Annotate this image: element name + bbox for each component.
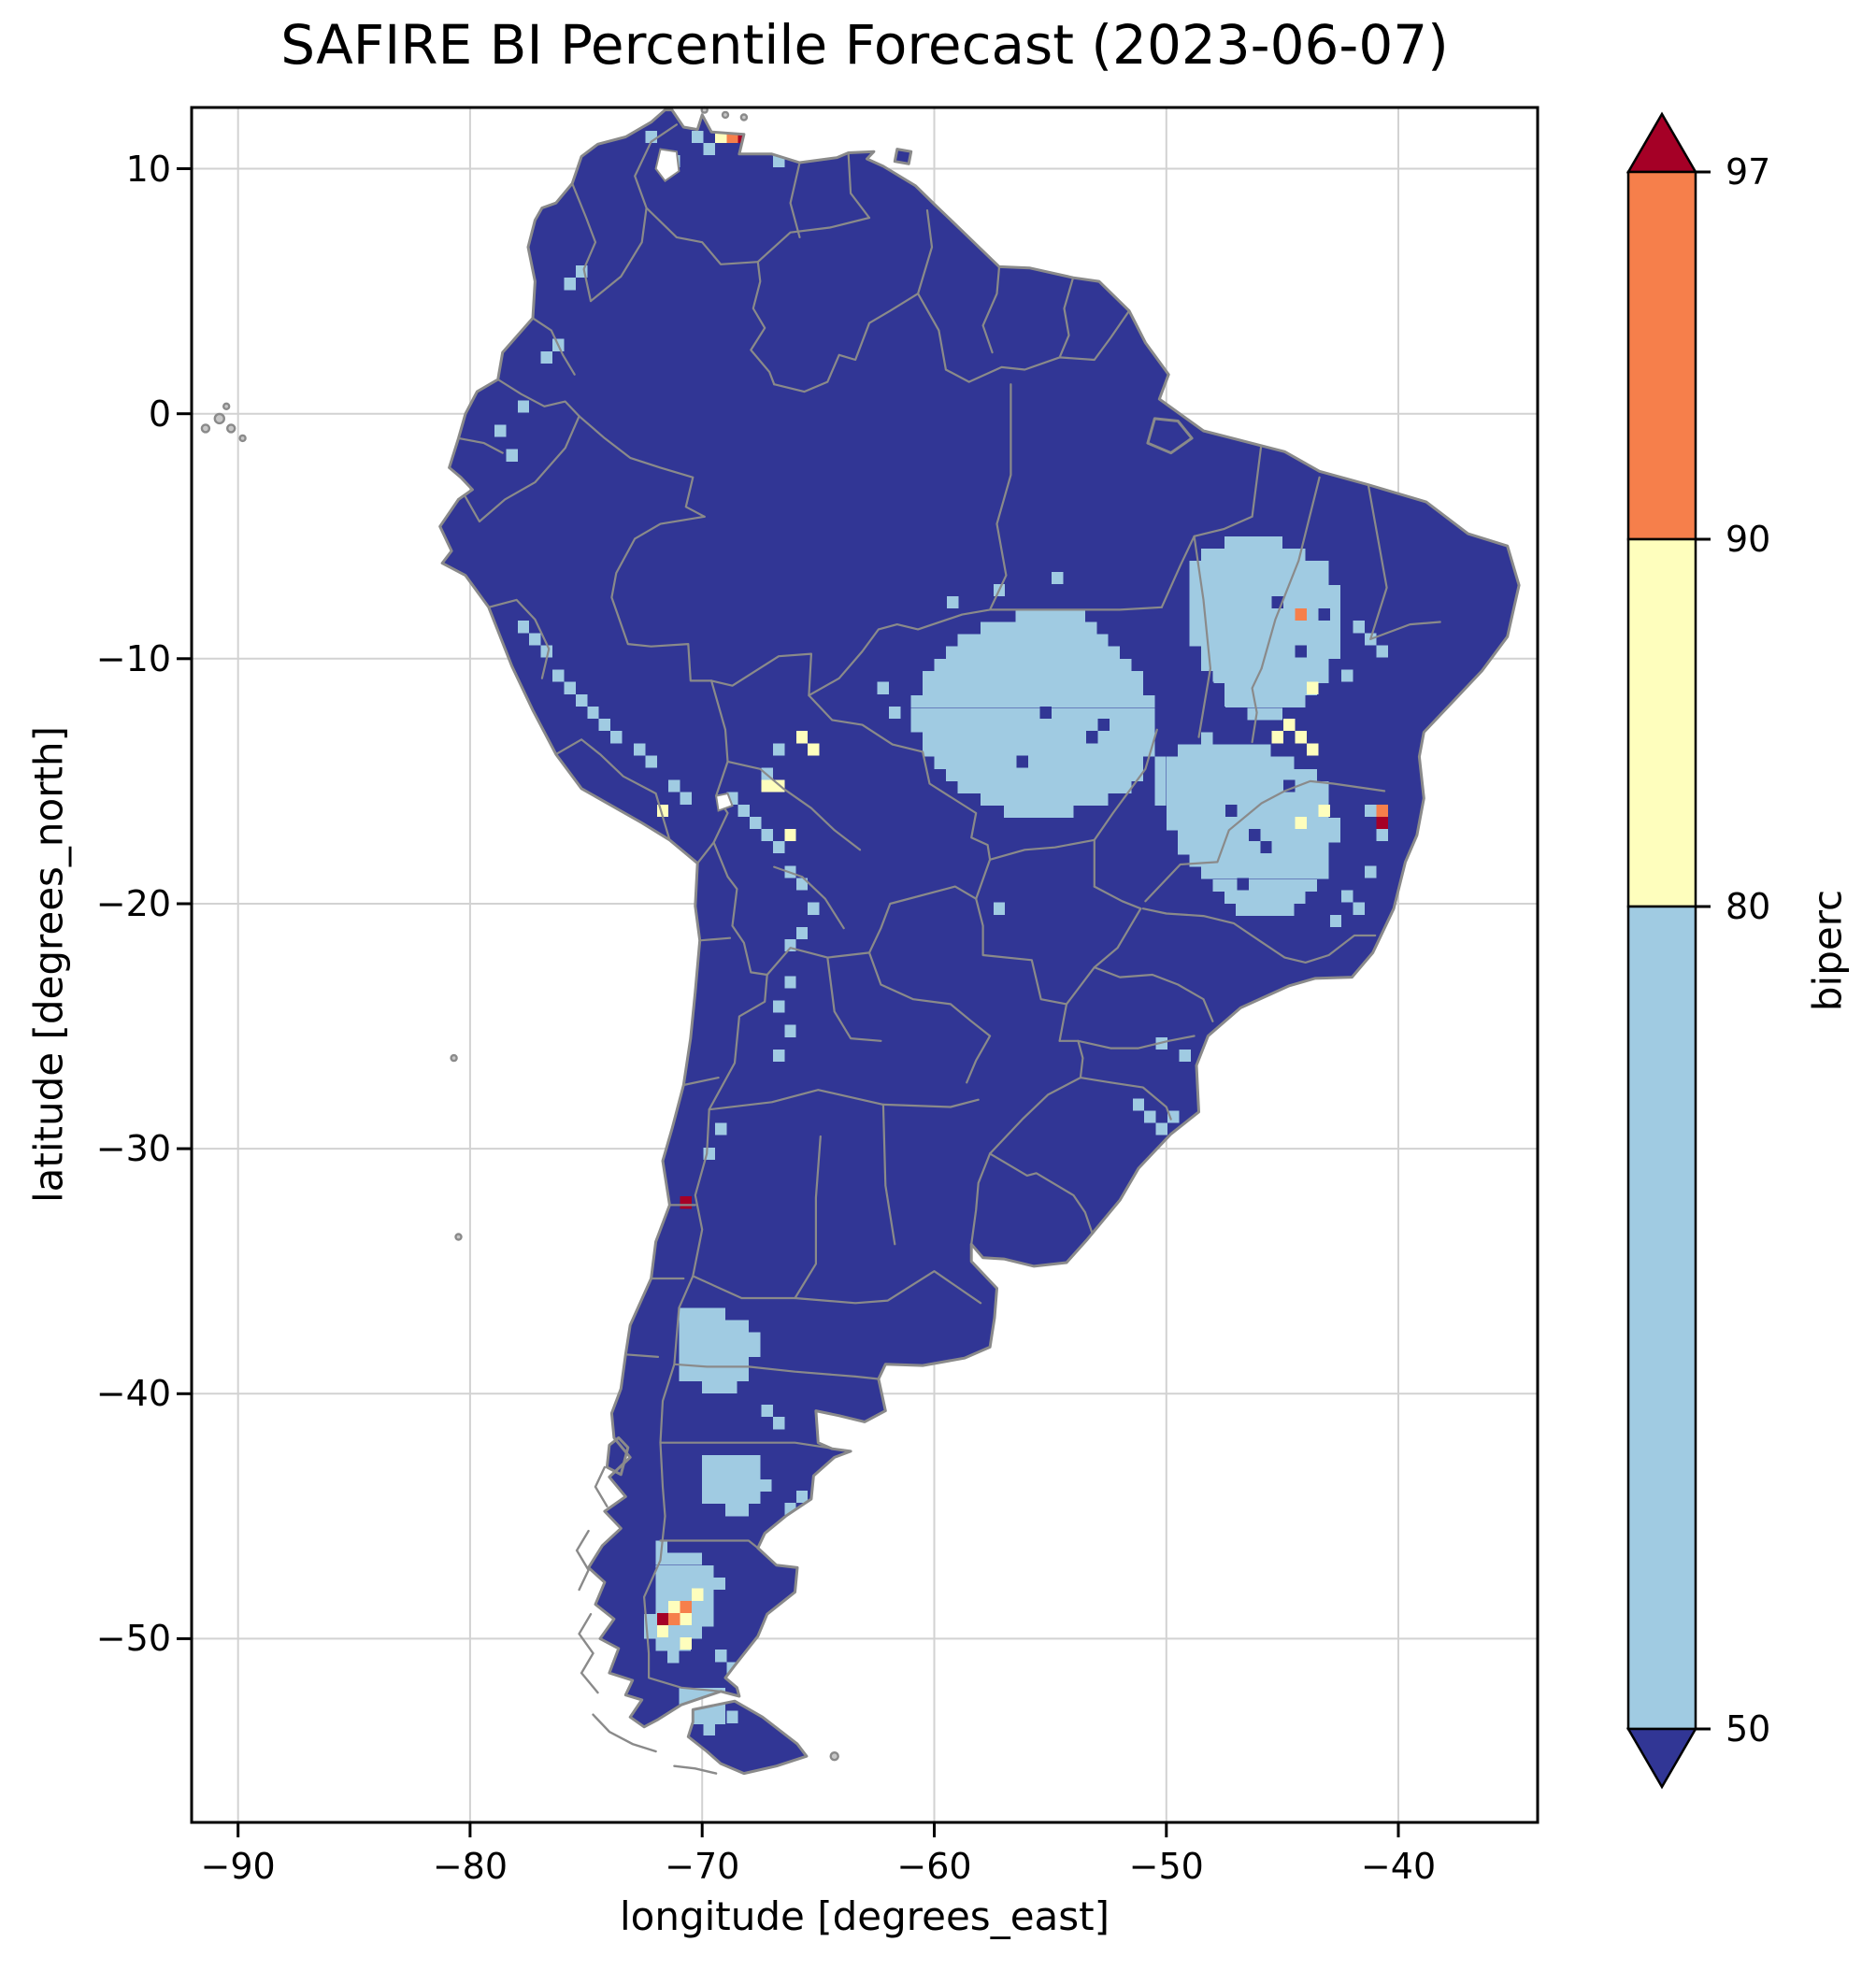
colorbar-tick-label: 50: [1726, 1708, 1771, 1750]
y-tick-label: −10: [95, 637, 171, 679]
colorbar-segment: [1626, 537, 1697, 908]
colorbar-label: biperc: [1804, 889, 1851, 1012]
y-tick-label: −50: [95, 1618, 171, 1660]
x-tick-label: −70: [665, 1846, 740, 1887]
coastline: [438, 108, 1521, 1776]
fjords-and-islands: [200, 106, 839, 1775]
colorbar-tick-label: 97: [1726, 151, 1771, 193]
colorbar-extend-max: [1625, 111, 1698, 174]
y-tick-label: 0: [148, 393, 171, 435]
colorbar-segment: [1626, 170, 1697, 541]
colorbar: [1625, 111, 1712, 1790]
colorbar-segment: [1626, 905, 1697, 1731]
x-tick-label: −40: [1360, 1846, 1437, 1887]
x-tick-label: −60: [896, 1846, 972, 1887]
landmass: [439, 109, 1520, 1774]
x-tick-label: −50: [1128, 1846, 1204, 1887]
colorbar-tick-label: 80: [1726, 886, 1771, 927]
x-tick-label: −80: [432, 1846, 508, 1887]
x-axis-label: longitude [degrees_east]: [619, 1893, 1110, 1939]
colorbar-tick-label: 90: [1726, 519, 1771, 560]
axes-frame: [190, 106, 1539, 1824]
chart-title: SAFIRE BI Percentile Forecast (2023-06-0…: [280, 13, 1449, 77]
x-tick-label: −90: [200, 1846, 276, 1887]
south-america-map: [177, 106, 1539, 1837]
colorbar-extend-min: [1625, 1727, 1698, 1790]
y-tick-label: −30: [95, 1128, 171, 1170]
colorbar-bar: [1625, 111, 1711, 1790]
admin-borders: [457, 123, 1441, 1692]
y-tick-label: 10: [125, 148, 171, 190]
lakes: [654, 148, 734, 812]
data-cells: [494, 130, 1388, 1735]
y-tick-label: −20: [95, 882, 171, 924]
map-plot-area: [177, 106, 1539, 1837]
y-tick-label: −40: [95, 1373, 171, 1415]
